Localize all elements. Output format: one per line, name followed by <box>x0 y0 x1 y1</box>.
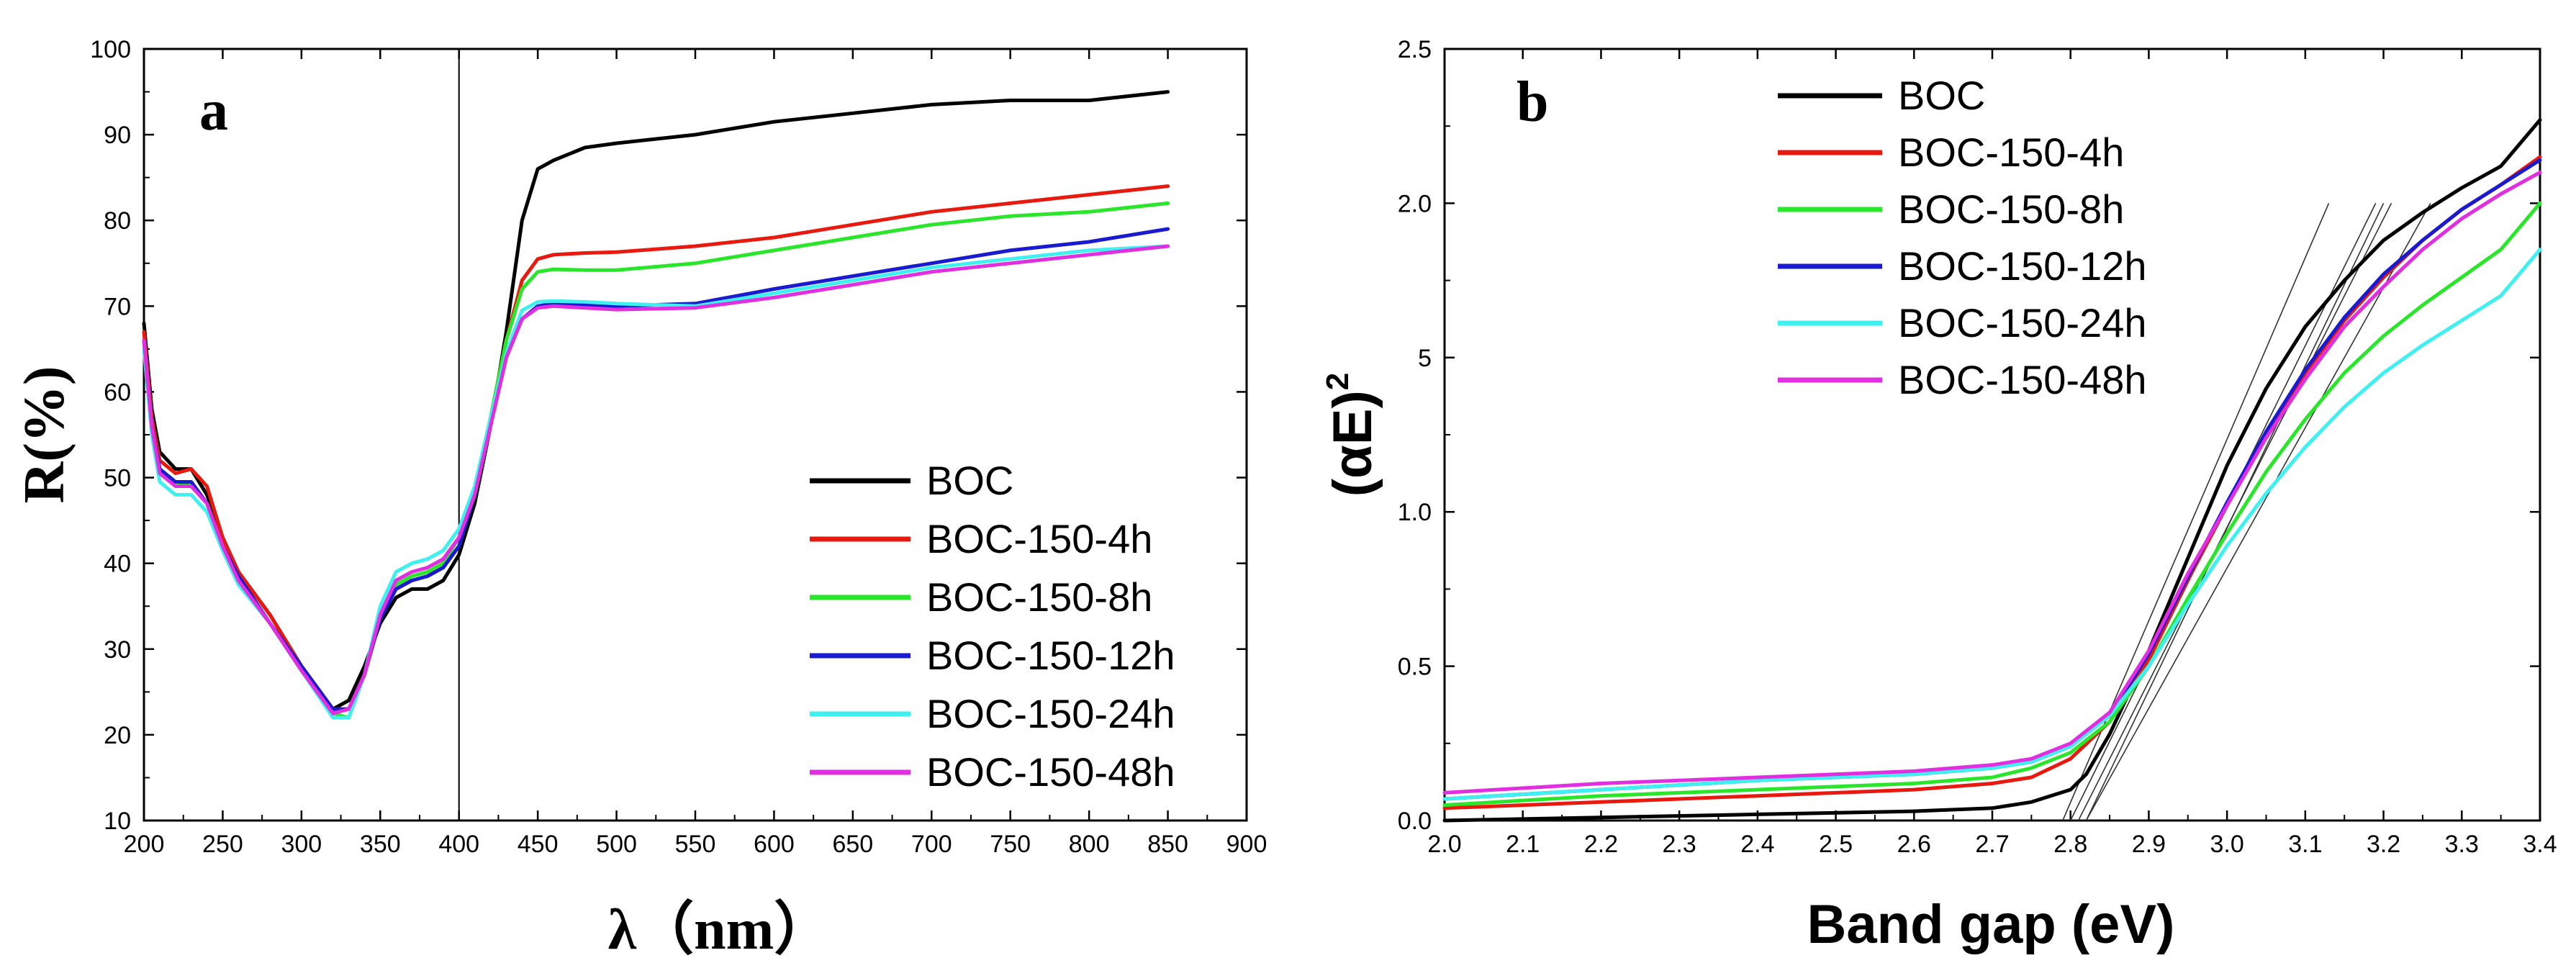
y-tick-label: 90 <box>104 122 131 149</box>
panel-a-series <box>142 90 1170 720</box>
x-tick-label: 250 <box>202 831 243 858</box>
series-line-boc-150-8h <box>1442 201 2542 808</box>
x-tick-label: 2.8 <box>2053 831 2087 858</box>
panel-a-x-axis-title: λ（nm） <box>608 898 831 958</box>
x-tick-label: 500 <box>596 831 637 858</box>
y-tick-label: 80 <box>104 207 131 235</box>
y-tick-label: 5 <box>1418 345 1432 372</box>
y-tick-label: 70 <box>104 293 131 320</box>
panel-b-y-axis-title: (αE)2 <box>1320 373 1383 497</box>
y-tick-label: 10 <box>104 808 131 835</box>
x-tick-label: 2.9 <box>2132 831 2166 858</box>
series-line-boc-150-24h <box>1442 248 2542 801</box>
x-tick-label: 2.1 <box>1506 831 1540 858</box>
panel-b-label: b <box>1517 71 1549 134</box>
tangent-line <box>2085 203 2385 821</box>
series-line-boc <box>1442 118 2542 823</box>
x-tick-label: 350 <box>360 831 401 858</box>
panel-b-y-axis-title-group: (αE)2 <box>1320 373 1383 497</box>
x-tick-label: 2.6 <box>1897 831 1931 858</box>
x-tick-label: 850 <box>1147 831 1188 858</box>
x-tick-label: 750 <box>990 831 1031 858</box>
panel-b-x-axis-title: Band gap (eV) <box>1807 894 2175 955</box>
x-tick-label: 2.0 <box>1427 831 1461 858</box>
y-tick-label: 30 <box>104 636 131 664</box>
legend-label: BOC-150-8h <box>1898 186 2124 232</box>
y-tick-label: 50 <box>104 465 131 492</box>
y-tick-label: 0.0 <box>1398 808 1432 835</box>
panel-b-series <box>1442 118 2542 823</box>
panel-a-legend: BOC BOC-150-4h BOC-150-8h BOC-150-12h BOC-15… <box>810 458 1175 795</box>
x-tick-label: 550 <box>675 831 716 858</box>
legend-label: BOC-150-12h <box>1898 243 2147 289</box>
x-tick-label: 700 <box>911 831 952 858</box>
panel-a-y-axis-title: R(%) <box>13 366 76 503</box>
legend-label: BOC-150-48h <box>926 749 1175 795</box>
panel-a-reflectance-chart: 200 250 300 350 400 450 500 550 600 650 700 750 800 8… <box>13 36 1267 958</box>
series-line-boc-150-48h <box>1442 171 2542 795</box>
y-tick-label: 1.0 <box>1398 499 1432 526</box>
legend-label: BOC <box>926 458 1013 503</box>
x-tick-label: 2.2 <box>1584 831 1618 858</box>
series-line-boc-150-24h <box>142 244 1170 720</box>
legend-label: BOC-150-24h <box>926 691 1175 736</box>
y-tick-label: 40 <box>104 551 131 578</box>
x-tick-label: 2.7 <box>1975 831 2009 858</box>
legend-label: BOC <box>1898 73 1985 118</box>
panel-b-legend: BOC BOC-150-4h BOC-150-8h BOC-150-12h BOC-15… <box>1778 73 2147 402</box>
panel-b-y-axis-title-superscript: 2 <box>1320 373 1355 390</box>
y-tick-label: 100 <box>90 36 131 63</box>
y-tick-label: 20 <box>104 722 131 749</box>
x-tick-label: 3.1 <box>2288 831 2322 858</box>
x-tick-label: 200 <box>124 831 165 858</box>
y-tick-label: 0.5 <box>1398 654 1432 681</box>
x-tick-label: 900 <box>1226 831 1267 858</box>
x-tick-label: 400 <box>438 831 479 858</box>
legend-label: BOC-150-24h <box>1898 300 2147 345</box>
x-tick-label: 800 <box>1069 831 1110 858</box>
panel-a-label: a <box>199 79 228 143</box>
x-tick-label: 3.0 <box>2210 831 2244 858</box>
x-tick-label: 450 <box>518 831 559 858</box>
y-tick-label: 2.5 <box>1398 36 1432 63</box>
x-tick-label: 2.4 <box>1740 831 1774 858</box>
panel-b-y-axis-title-base: (αE) <box>1322 390 1383 497</box>
tangent-line <box>2085 203 2431 821</box>
x-tick-label: 3.4 <box>2523 831 2557 858</box>
x-tick-label: 300 <box>281 831 322 858</box>
x-tick-label: 600 <box>754 831 795 858</box>
legend-label: BOC-150-8h <box>926 574 1152 620</box>
y-tick-label: 60 <box>104 379 131 406</box>
x-tick-label: 3.3 <box>2445 831 2479 858</box>
legend-label: BOC-150-12h <box>926 633 1175 678</box>
x-tick-label: 2.5 <box>1819 831 1853 858</box>
series-line-boc-150-48h <box>142 244 1170 715</box>
panel-b-band-gap-chart: 2.0 2.1 2.2 2.3 2.4 2.5 2.6 2.7 2.8 2.9 3.0 3.1 3.2 3… <box>1320 36 2557 955</box>
legend-label: BOC-150-48h <box>1898 357 2147 402</box>
x-tick-label: 650 <box>832 831 873 858</box>
y-tick-label: 2.0 <box>1398 190 1432 217</box>
panel-a-ticks: 200 250 300 350 400 450 500 550 600 650 700 750 800 8… <box>90 36 1267 858</box>
x-tick-label: 2.3 <box>1663 831 1696 858</box>
legend-label: BOC-150-4h <box>926 516 1152 561</box>
x-tick-label: 3.2 <box>2367 831 2400 858</box>
legend-label: BOC-150-4h <box>1898 130 2124 175</box>
